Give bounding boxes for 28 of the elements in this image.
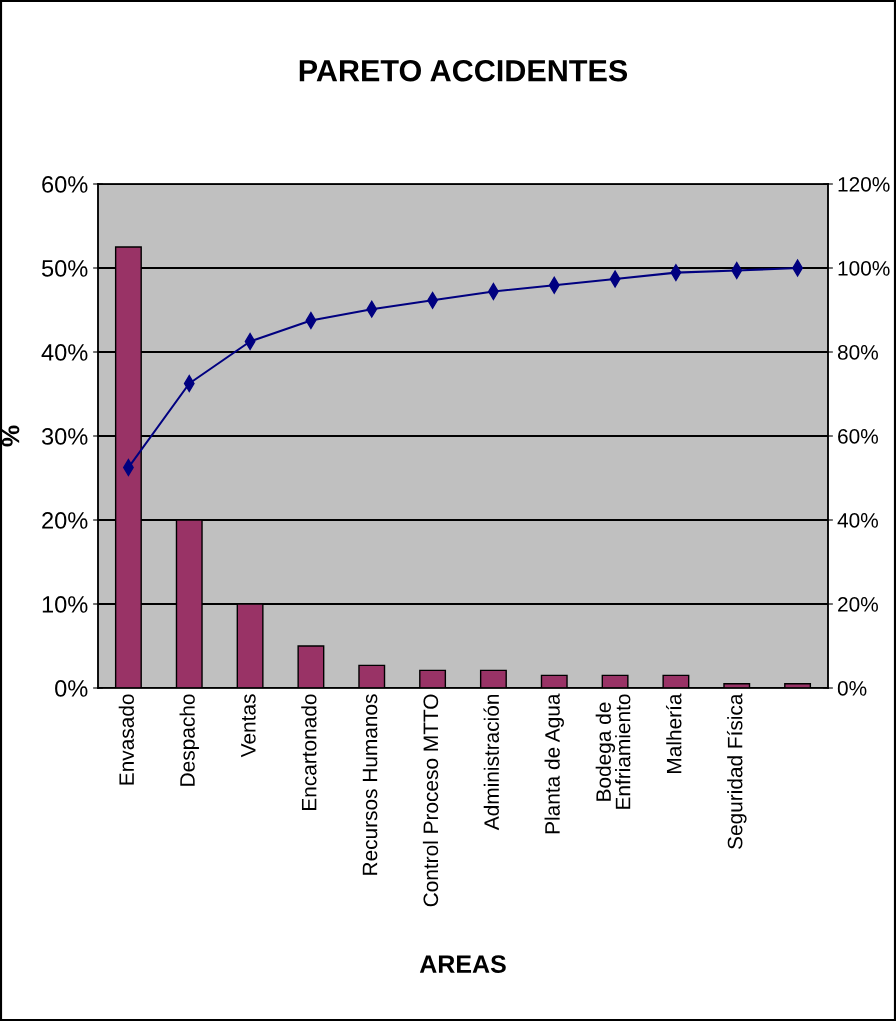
y-tick-label: 60% (42, 176, 88, 193)
y-tick-label: 50% (41, 260, 88, 277)
x-tick-label: Planta de Agua (544, 693, 564, 834)
x-tick-label: Ventas (241, 694, 256, 758)
x-tick-label: Administración (483, 694, 500, 831)
x-tick-label: Encartonado (301, 694, 317, 810)
y2-tick-label: 80% (837, 345, 878, 360)
y2-tick-label: 100% (838, 261, 890, 276)
y-tick-label: 10% (42, 596, 88, 613)
y-axis-title: % (1, 425, 20, 447)
x-tick-label: Recursos Humanos (362, 694, 378, 875)
y2-tick-label: 120% (838, 177, 890, 192)
chart-title: PARETO ACCIDENTES (299, 59, 628, 82)
y2-tick-label: 0% (837, 681, 867, 696)
x-axis-title: AREAS (419, 955, 506, 973)
x-tick-label: Malhería (665, 693, 682, 773)
x-tick-label: Bodega de Enfriamiento (595, 694, 631, 809)
y2-tick-label: 20% (838, 597, 878, 612)
y-tick-label: 30% (41, 428, 88, 445)
y-tick-label: 40% (41, 344, 88, 361)
y-tick-label: 20% (42, 512, 88, 529)
y2-tick-label: 40% (837, 513, 878, 528)
x-tick-label: Despacho (179, 694, 199, 786)
x-tick-label: Envasado (118, 694, 135, 785)
x-tick-label: Seguridad Física (726, 693, 747, 849)
y2-tick-label: 60% (838, 429, 878, 444)
y-tick-label: 0% (55, 680, 88, 697)
x-tick-label: Control Proceso MTTO (422, 694, 439, 907)
